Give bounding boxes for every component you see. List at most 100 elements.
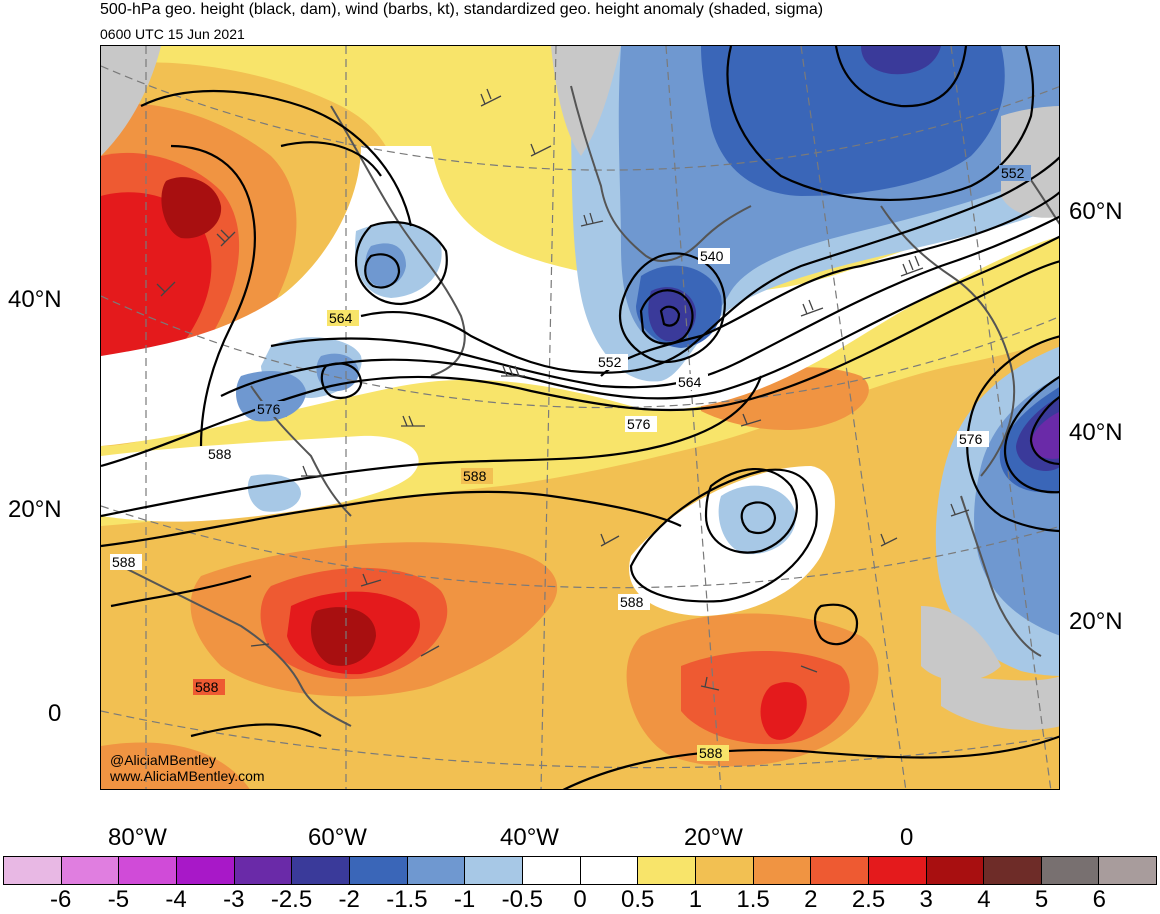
wind-barb — [580, 212, 604, 227]
contour-label: 576 — [627, 416, 651, 432]
lat-label-left: 40°N — [8, 286, 62, 313]
height-contour-594b — [170, 144, 257, 447]
wind-barb — [216, 229, 236, 247]
colorbar-cell — [638, 857, 696, 884]
anomaly-shade-4 — [101, 742, 250, 789]
contour-label-bg — [697, 745, 729, 761]
wind-barb — [950, 503, 970, 517]
land-mask-2 — [551, 46, 621, 156]
colorbar-label: -1 — [453, 886, 476, 913]
colorbar-cell — [580, 857, 639, 884]
colorbar-cell — [407, 857, 466, 884]
wind-barb — [700, 676, 720, 691]
colorbar-cell — [234, 857, 293, 884]
colorbar-cell — [695, 857, 754, 884]
colorbar-label: -2.5 — [270, 886, 313, 913]
contour-label: 552 — [598, 354, 622, 370]
land-mask-4 — [921, 606, 1001, 681]
colorbar-label: 0 — [573, 886, 587, 913]
anomaly-shade-14 — [101, 192, 212, 386]
wind-barb — [401, 415, 425, 427]
contour-label-bg — [596, 354, 628, 370]
wind-barb — [420, 645, 440, 657]
contour-label-bg — [698, 248, 730, 264]
coastline — [880, 205, 1016, 477]
credit-url: www.AliciaMBentley.com — [110, 768, 265, 784]
colorbar-label: 1 — [688, 886, 703, 913]
wind-barb — [156, 281, 176, 297]
coastlines — [120, 85, 1059, 727]
height-contour-560 — [354, 221, 448, 306]
graticule — [101, 46, 1059, 789]
map-canvas: 564 576 588 588 588 588 588 540 552 564 … — [101, 46, 1059, 789]
height-contour-588c — [110, 574, 252, 608]
contour-label: 564 — [329, 310, 353, 326]
height-contour-528b — [726, 46, 1035, 202]
contour-label: 588 — [463, 468, 487, 484]
lon-label: 40°W — [500, 824, 559, 851]
wind-barb — [600, 533, 620, 547]
height-contour-570b — [1003, 375, 1059, 494]
height-contour-588 — [101, 375, 763, 518]
height-contour-592b — [813, 603, 859, 646]
contour-label-bg — [999, 165, 1031, 181]
height-contour-522 — [834, 46, 968, 108]
lon-label: 0 — [900, 824, 914, 851]
height-contour-588b — [101, 490, 682, 548]
contour-label: 576 — [959, 431, 983, 447]
height-contour-582 — [280, 141, 382, 177]
map-title: 500-hPa geo. height (black, dam), wind (… — [100, 1, 824, 18]
colorbar-cell — [119, 857, 177, 884]
contour-label-bg — [957, 431, 989, 447]
height-contour-588e — [562, 735, 1059, 789]
contour-label-bg — [110, 554, 142, 570]
height-contour-558 — [360, 156, 1059, 374]
colorbar-cell — [465, 857, 523, 884]
coastline — [120, 565, 352, 727]
contour-label: 588 — [112, 554, 136, 570]
graticule-line — [101, 65, 1059, 171]
colorbar-label: 4 — [977, 886, 991, 913]
lat-label-right: 40°N — [1069, 419, 1123, 446]
height-contour-528 — [659, 305, 681, 327]
colorbar-cell — [753, 857, 812, 884]
colorbar-label: -6 — [50, 886, 72, 913]
coastline — [570, 85, 752, 262]
contour-label: 576 — [257, 401, 281, 417]
height-contour-564b — [1029, 396, 1059, 465]
colorbar-label: 1.5 — [736, 886, 770, 913]
wind-barb — [800, 299, 824, 317]
contour-label: 588 — [699, 745, 723, 761]
colorbar-label: 3 — [919, 886, 933, 913]
colorbar-cell — [522, 857, 581, 884]
colorbar-label: -2 — [338, 886, 360, 913]
colorbar-label: 6 — [1092, 886, 1106, 913]
anomaly-shade-9 — [760, 682, 807, 740]
contour-label-bg — [255, 401, 287, 417]
anomaly-shade-33 — [1031, 412, 1059, 459]
land-mask-5 — [941, 676, 1059, 730]
colorbar-cell — [1041, 857, 1100, 884]
contour-label: 588 — [620, 594, 644, 610]
lat-label-right: 60°N — [1069, 198, 1123, 225]
contour-label: 588 — [208, 446, 232, 462]
contour-label-bg — [206, 446, 238, 462]
colorbar-cell — [868, 857, 927, 884]
contour-label: 588 — [195, 679, 219, 695]
height-contour-556 — [364, 253, 401, 289]
colorbar-cell — [292, 857, 350, 884]
coastline — [330, 105, 466, 377]
anomaly-shade-10 — [310, 607, 376, 666]
graticule-line — [665, 46, 722, 789]
lon-label: 20°W — [684, 824, 743, 851]
colorbar-label: 0.5 — [621, 886, 655, 913]
wind-barb — [250, 643, 270, 647]
wind-barb — [800, 665, 818, 673]
lat-label-left: 0 — [48, 700, 62, 727]
colorbar-cell — [1099, 857, 1157, 884]
wind-barb — [530, 143, 552, 157]
colorbar-label: -5 — [107, 886, 130, 913]
colorbar-label: 5 — [1034, 886, 1049, 913]
anomaly-shade-20 — [648, 287, 697, 342]
colorbar-label: -1.5 — [386, 886, 428, 913]
